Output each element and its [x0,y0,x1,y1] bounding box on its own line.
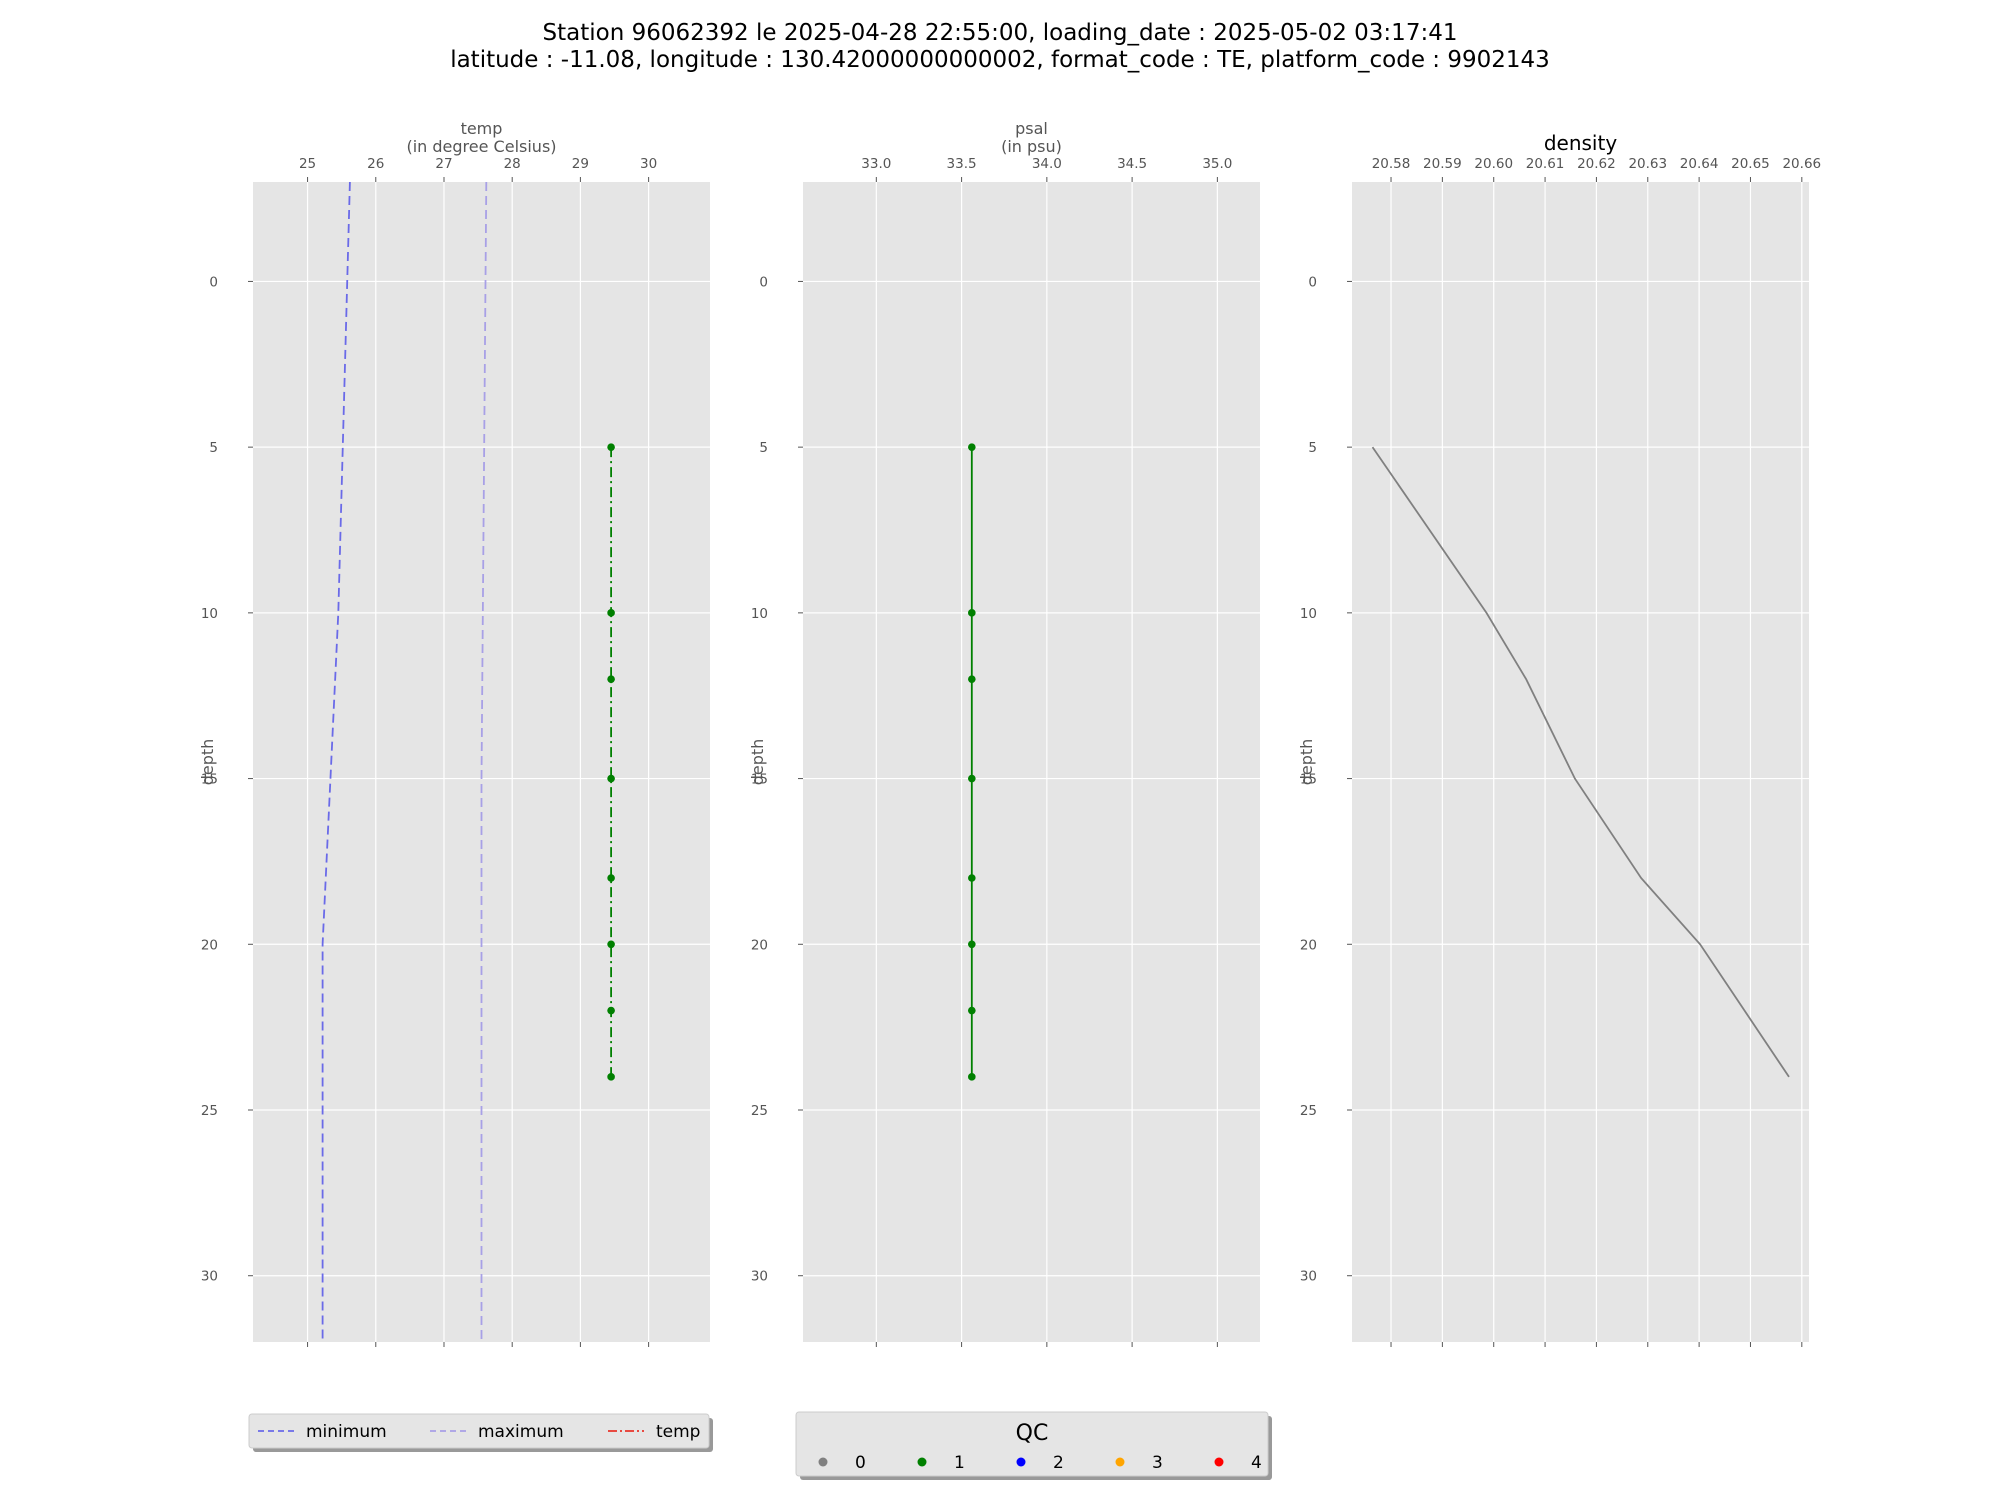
legend-qc: QC 0 1 2 3 4 [795,1411,1272,1480]
x-tick-label: 20.61 [1526,156,1565,172]
legend-label: 0 [855,1453,866,1473]
x-tick-label: 20.65 [1731,156,1770,172]
y-tick-label: 30 [201,1269,218,1285]
legend-marker-2 [1016,1457,1026,1467]
y-tick-label: 0 [209,274,218,290]
data-point-temp [607,443,615,451]
y-tick-label: 10 [751,606,768,622]
legend-label: minimum [306,1422,387,1442]
y-tick-label: 20 [1300,937,1317,953]
plot-area [1352,182,1809,1342]
x-tick-label: 20.63 [1628,156,1667,172]
y-tick-label: 25 [1300,1103,1317,1119]
data-point-psal [968,774,976,783]
data-point-psal [968,874,976,882]
y-tick-label: 5 [209,440,218,456]
y-tick-label: 10 [201,606,218,622]
legend-label: 4 [1251,1453,1262,1473]
data-point-temp [607,874,615,882]
data-point-temp [607,1006,615,1015]
y-tick-label: 5 [759,440,768,456]
y-tick-label: 20 [201,937,218,953]
y-tick-label: 15 [201,772,218,788]
axis-title: density [1544,131,1617,155]
chart-title-line2: latitude : -11.08, longitude : 130.42000… [450,47,1550,73]
panel-2: 33.0 33.5 34.0 34.5 35.0 0 5 10 15 20 25 30 psal(in … [748,119,1260,1347]
x-axis-label-unit: (in psu) [1001,137,1062,156]
legend-marker-1 [917,1457,927,1467]
x-tick-label: 34.0 [1032,156,1062,172]
x-tick-label: 20.58 [1372,156,1411,172]
data-point-temp [607,675,615,683]
chart-legends: minimum maximum temp QC 0 1 2 3 4 [248,1411,1272,1480]
x-tick-label: 33.0 [861,156,891,172]
y-tick-label: 30 [751,1269,768,1285]
x-tick-label: 20.66 [1782,156,1821,172]
x-axis-label: temp [461,119,503,138]
legend-label: maximum [478,1422,564,1442]
y-tick-label: 30 [1300,1269,1317,1285]
legend-marker-0 [818,1457,828,1467]
x-tick-label: 29 [572,156,589,172]
x-tick-label: 25 [299,156,316,172]
y-tick-label: 25 [751,1103,768,1119]
data-point-temp [607,940,615,949]
y-tick-label: 20 [751,937,768,953]
legend-title: QC [1016,1421,1049,1446]
legend-box [248,1413,710,1449]
data-point-temp [607,1073,615,1081]
data-point-psal [968,675,976,683]
data-point-psal [968,609,976,617]
x-axis-label: psal [1015,119,1048,138]
y-tick-label: 15 [751,772,768,788]
series-line-maximum [480,182,488,1342]
data-point-psal [968,1006,976,1015]
data-point-psal [968,940,976,949]
panel-1: 25 26 27 28 29 30 0 5 10 15 20 25 30 temp(in degree C… [198,119,710,1347]
legend-marker-4 [1214,1457,1224,1467]
x-tick-label: 20.60 [1474,156,1513,172]
x-tick-label: 20.59 [1423,156,1462,172]
legend-box [795,1411,1269,1477]
legend-label: 1 [954,1453,965,1473]
plot-area [803,182,1260,1342]
y-tick-label: 0 [1308,274,1317,290]
legend-label: temp [656,1422,700,1442]
y-axis-label: depth [198,739,217,786]
x-tick-label: 30 [640,156,657,172]
x-tick-label: 27 [435,156,452,172]
panel-3: 20.58 20.59 20.60 20.61 20.62 20.63 20.64 20.65… [1297,131,1821,1347]
series-line-density [1371,446,1790,1078]
legend-marker-3 [1115,1457,1125,1467]
x-tick-label: 20.64 [1680,156,1719,172]
y-axis-label: depth [748,739,767,786]
x-tick-label: 26 [367,156,384,172]
chart-panels: 25 26 27 28 29 30 0 5 10 15 20 25 30 temp(in degree C… [198,119,1821,1347]
data-point-temp [607,774,615,783]
x-tick-label: 34.5 [1117,156,1147,172]
x-tick-label: 20.62 [1577,156,1616,172]
y-tick-label: 0 [759,274,768,290]
x-axis-label-unit: (in degree Celsius) [406,137,556,156]
y-tick-label: 5 [1308,440,1317,456]
series-line-minimum [321,182,351,1342]
x-tick-label: 35.0 [1202,156,1232,172]
chart-title-line1: Station 96062392 le 2025-04-28 22:55:00,… [543,20,1458,46]
legend-label: 2 [1053,1453,1064,1473]
legend-lines: minimum maximum temp [248,1413,713,1452]
x-tick-label: 33.5 [947,156,977,172]
legend-label: 3 [1152,1453,1163,1473]
data-point-psal [968,1073,976,1081]
y-tick-label: 15 [1300,772,1317,788]
data-point-psal [968,443,976,451]
data-point-temp [607,609,615,617]
y-tick-label: 10 [1300,606,1317,622]
y-axis-label: depth [1297,739,1316,786]
y-tick-label: 25 [201,1103,218,1119]
x-tick-label: 28 [504,156,521,172]
